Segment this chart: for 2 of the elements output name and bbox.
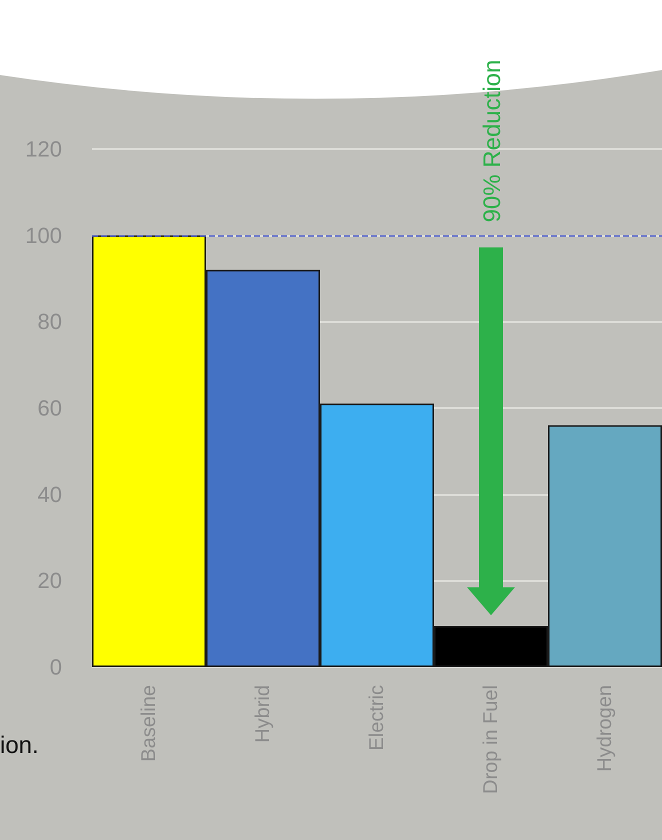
annotation: 90% Reduction: [479, 60, 506, 222]
text: ion.: [0, 732, 39, 760]
